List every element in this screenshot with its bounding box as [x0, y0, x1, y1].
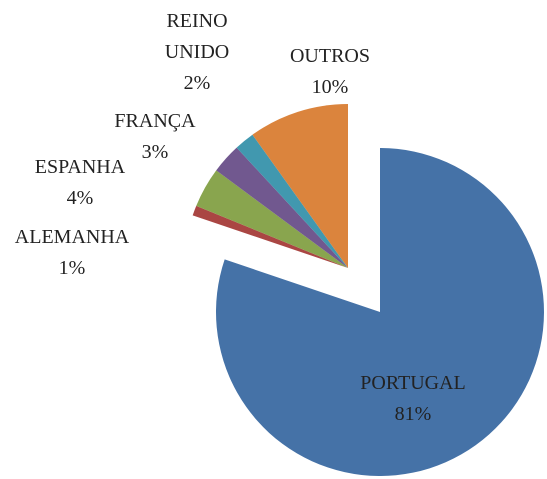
pie-slice	[252, 104, 348, 268]
category-label: ESPANHA	[34, 156, 126, 178]
pie-slice	[192, 205, 348, 268]
value-label: 10%	[311, 76, 349, 98]
slice-label: FRANÇA 3%	[85, 106, 225, 168]
pie-slice	[236, 134, 348, 268]
slice-label: ESPANHA 4%	[10, 152, 150, 214]
category-label: OUTROS	[289, 45, 370, 67]
value-label: 81%	[394, 403, 432, 425]
slice-label: PORTUGAL 81%	[313, 368, 513, 430]
value-label: 1%	[58, 257, 86, 279]
category-label: FRANÇA	[114, 110, 196, 132]
category-label: REINO UNIDO	[164, 10, 230, 63]
slice-label: ALEMANHA 1%	[2, 222, 142, 284]
slice-label: OUTROS 10%	[260, 41, 400, 103]
category-label: ALEMANHA	[14, 226, 130, 248]
slice-label: REINO UNIDO 2%	[152, 6, 242, 99]
value-label: 3%	[141, 141, 169, 163]
pie-slice	[216, 148, 544, 476]
category-label: PORTUGAL	[360, 372, 466, 394]
pie-slice	[196, 170, 348, 268]
value-label: 4%	[66, 187, 94, 209]
value-label: 2%	[183, 72, 211, 94]
pie-slice	[216, 147, 348, 268]
